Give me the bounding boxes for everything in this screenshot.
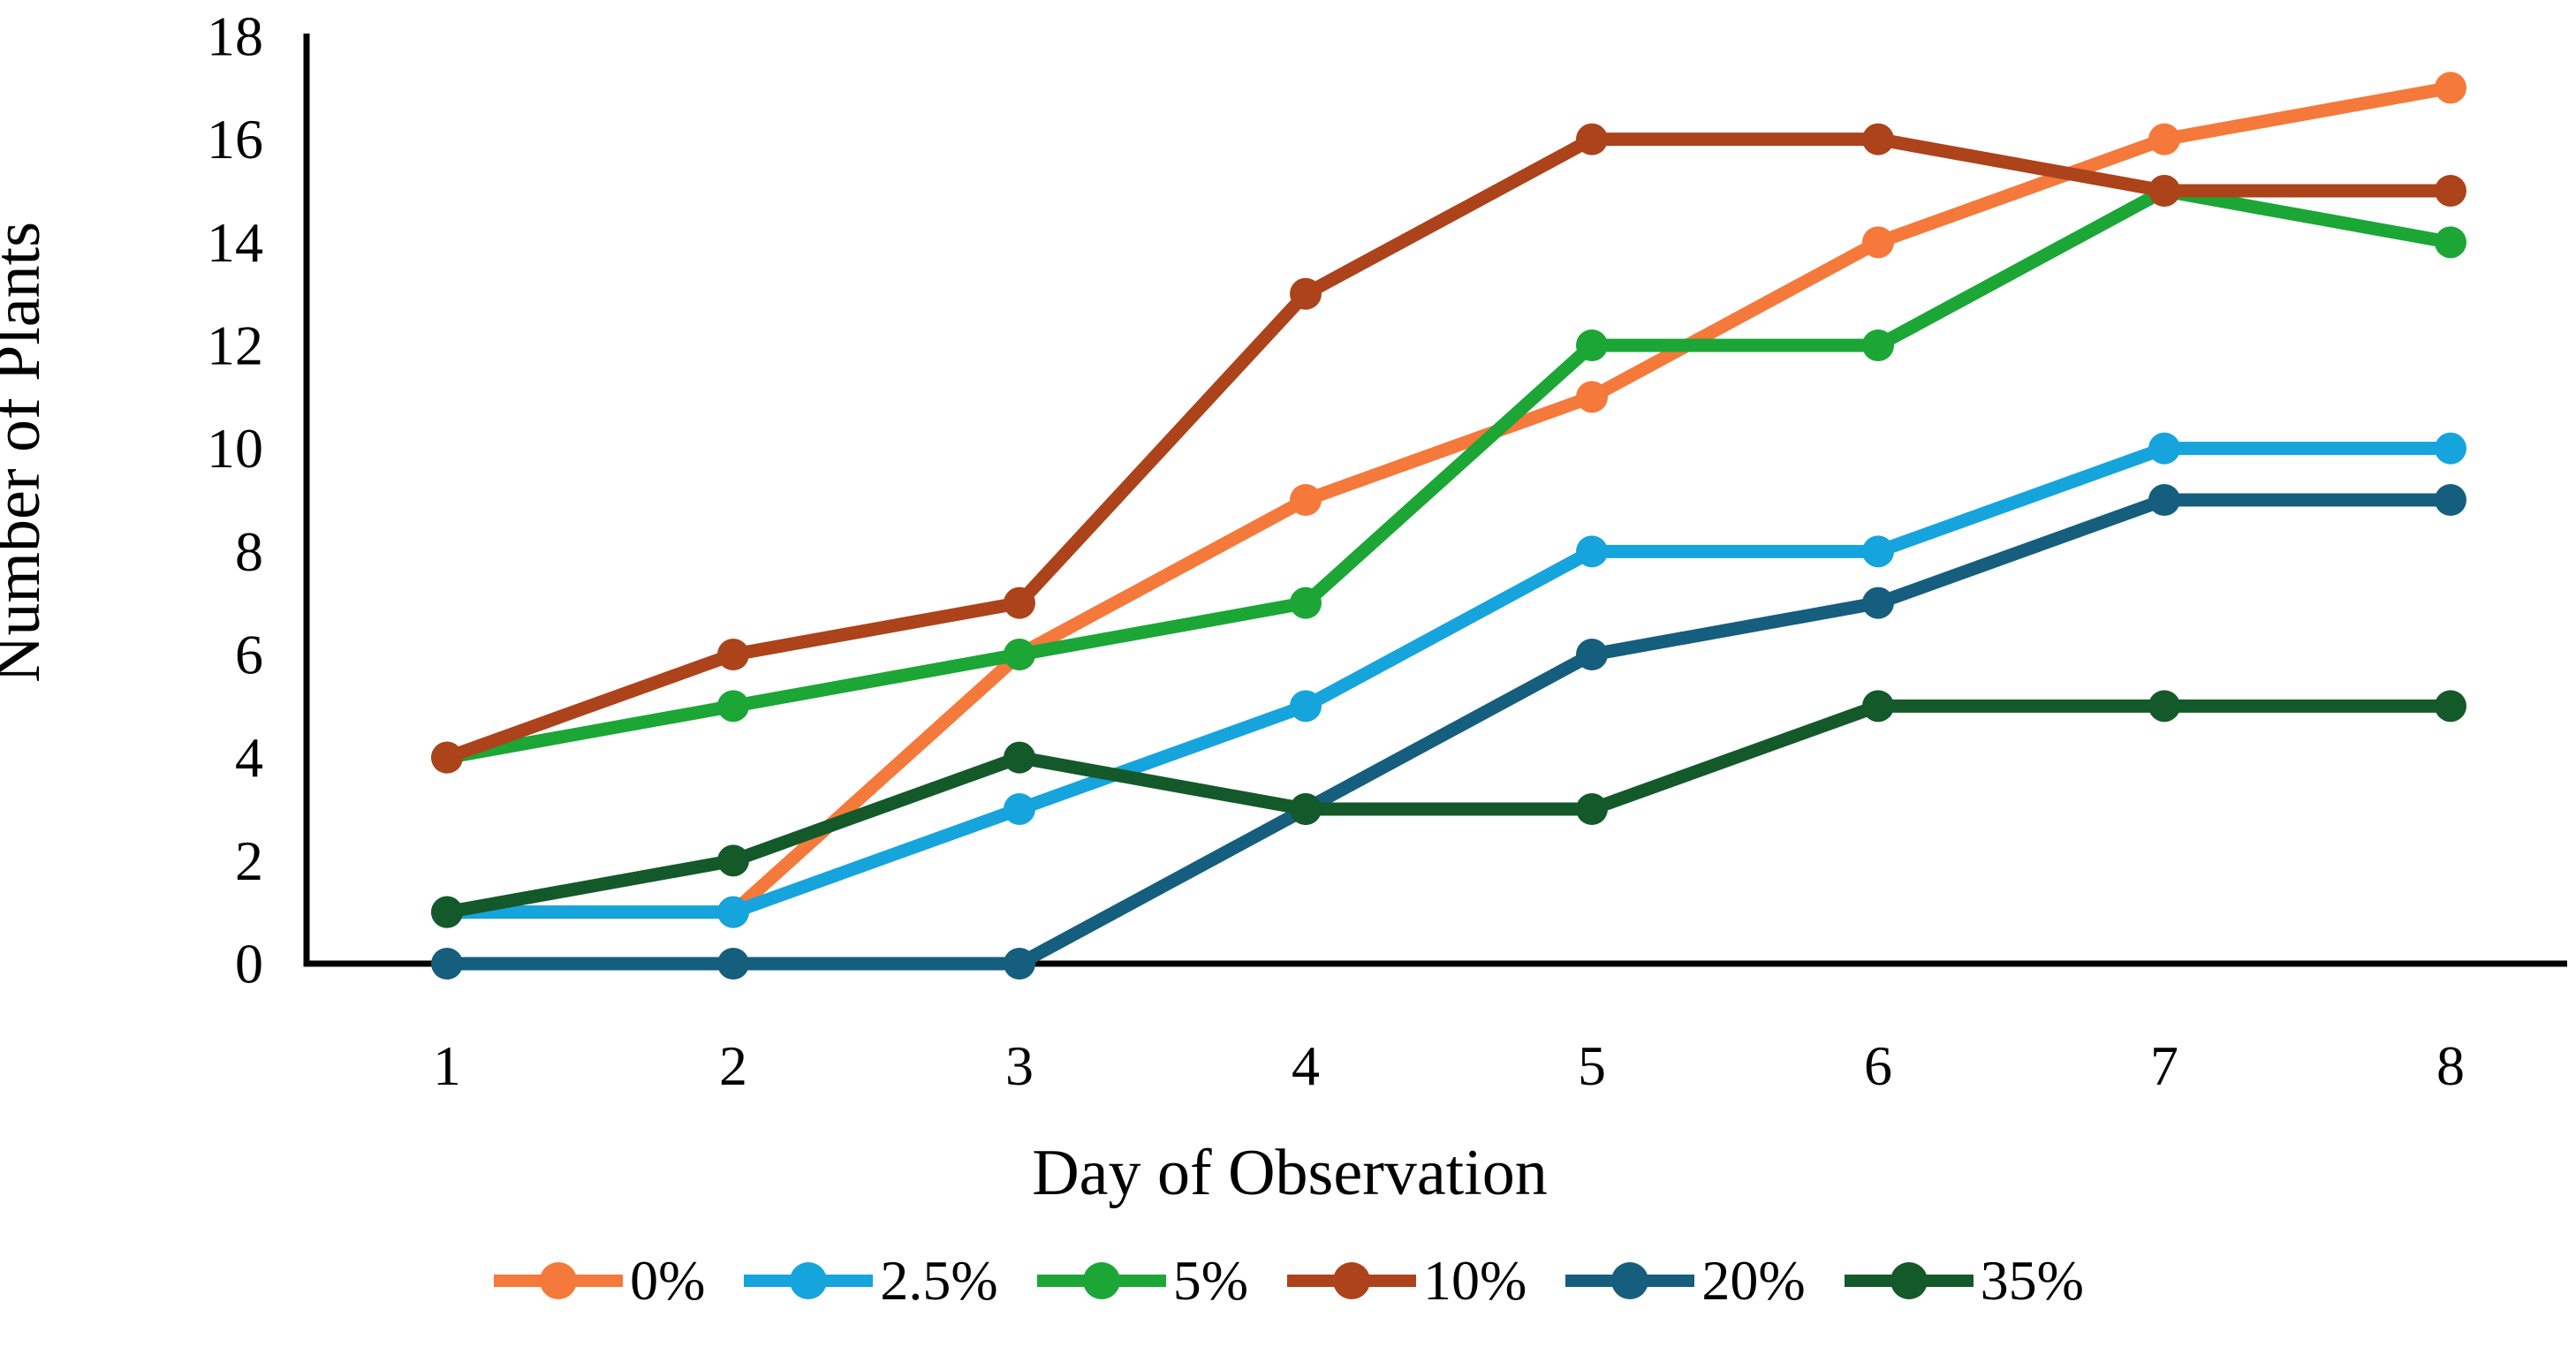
legend-marker-10% [1287,1262,1416,1299]
y-tick-label: 4 [235,726,263,789]
y-tick-label: 8 [235,520,263,583]
legend-marker-20% [1565,1262,1695,1299]
series-marker-35%-day-7 [2148,690,2180,723]
series-marker-10%-day-7 [2148,175,2180,207]
x-tick-label: 2 [719,1034,747,1097]
y-tick-label: 12 [207,314,263,377]
y-axis-title: Number of Plants [0,222,54,683]
x-tick-label: 6 [1864,1034,1892,1097]
legend-marker-35% [1844,1262,1974,1299]
legend-item-35%: 35% [1843,1252,2084,1309]
x-tick-label: 8 [2436,1034,2465,1097]
series-marker-2.5%-day-7 [2148,432,2180,465]
series-marker-20%-day-1 [431,948,463,980]
series-marker-10%-day-3 [1004,586,1035,619]
series-marker-0%-day-7 [2148,123,2180,155]
series-marker-10%-day-1 [431,741,463,774]
series-line-0% [440,80,2458,919]
series-marker-20%-day-2 [717,948,749,980]
x-tick-label: 1 [433,1034,461,1097]
legend-label: 10% [1423,1249,1527,1312]
y-tick-label: 14 [207,211,263,274]
series-marker-10%-day-8 [2435,175,2466,207]
legend-label: 5% [1172,1249,1248,1312]
series-marker-2.5%-day-5 [1576,535,1608,568]
x-tick-label: 7 [2150,1034,2178,1097]
series-marker-2.5%-day-3 [1004,793,1035,825]
legend-label: 2.5% [880,1249,998,1312]
series-marker-5%-day-6 [1862,329,1894,361]
series-marker-2.5%-day-2 [717,896,749,928]
series-marker-5%-day-8 [2435,226,2466,259]
series-marker-20%-day-8 [2435,484,2466,516]
y-tick-label: 16 [207,108,263,170]
x-tick-label: 5 [1578,1034,1606,1097]
series-marker-35%-day-6 [1862,690,1894,723]
y-tick-label: 10 [207,417,263,480]
series-line-5% [440,184,2458,765]
series-marker-20%-day-6 [1862,586,1894,619]
series-marker-0%-day-4 [1290,484,1322,516]
series-marker-35%-day-5 [1576,793,1608,825]
series-marker-5%-day-3 [1004,639,1035,670]
series-marker-2.5%-day-8 [2435,432,2466,465]
series-marker-2.5%-day-6 [1862,535,1894,568]
series-marker-5%-day-4 [1290,586,1322,619]
legend: 0% 2.5% 5% 10% 20% 35% [0,1252,2576,1309]
legend-item-0%: 0% [492,1252,705,1309]
legend-item-20%: 20% [1564,1249,1806,1312]
series-marker-35%-day-3 [1004,741,1035,774]
series-marker-5%-day-5 [1576,329,1608,361]
series-marker-2.5%-day-4 [1290,690,1322,723]
series-marker-20%-day-5 [1576,639,1608,670]
legend-item-5%: 5% [1035,1252,1248,1309]
series-marker-0%-day-8 [2435,72,2466,104]
series-line-35% [440,699,2458,919]
legend-label: 35% [1980,1249,2084,1312]
legend-marker-5% [1036,1262,1166,1299]
series-marker-0%-day-6 [1862,226,1894,259]
series-line-2.5% [440,442,2458,919]
series-marker-10%-day-2 [717,639,749,670]
series-marker-20%-day-3 [1004,948,1035,980]
y-tick-label: 18 [207,5,263,68]
legend-marker-2.5% [744,1262,874,1299]
legend-marker-0% [494,1262,624,1299]
series-marker-10%-day-4 [1290,277,1322,310]
x-tick-label: 3 [1005,1034,1034,1097]
series-marker-10%-day-5 [1576,123,1608,155]
series-marker-20%-day-7 [2148,484,2180,516]
series-marker-35%-day-8 [2435,690,2466,723]
y-tick-label: 2 [235,829,263,892]
y-tick-label: 0 [235,933,263,995]
series-line-10% [440,132,2458,765]
y-tick-label: 6 [235,624,263,686]
series-marker-0%-day-5 [1576,381,1608,413]
legend-label: 0% [630,1249,706,1312]
series-marker-35%-day-2 [717,844,749,877]
series-marker-10%-day-6 [1862,123,1894,155]
legend-item-2.5%: 2.5% [742,1249,998,1312]
series-marker-5%-day-2 [717,690,749,723]
series-line-20% [440,493,2458,971]
x-axis-title: Day of Observation [1032,1137,1548,1209]
x-tick-label: 4 [1292,1034,1320,1097]
series-marker-35%-day-1 [431,896,463,928]
legend-label: 20% [1701,1249,1806,1312]
series-marker-35%-day-4 [1290,793,1322,825]
legend-item-10%: 10% [1285,1252,1527,1309]
